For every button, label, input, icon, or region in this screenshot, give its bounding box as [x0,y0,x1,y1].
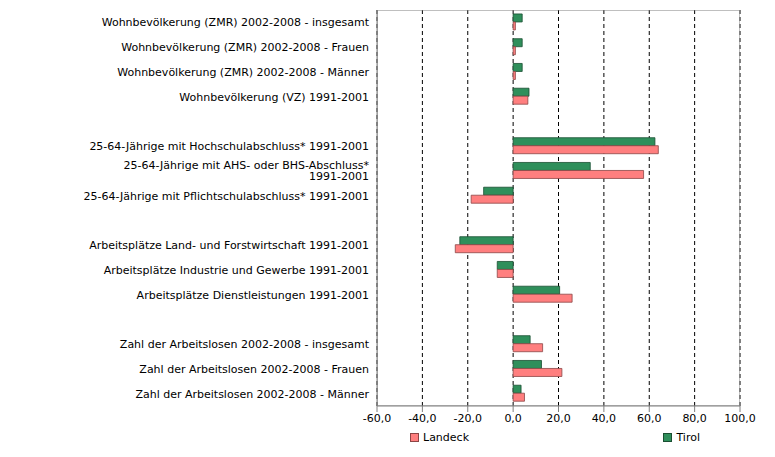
svg-text:Zahl der Arbeitslosen 2002-200: Zahl der Arbeitslosen 2002-2008 - Männer [135,388,369,401]
svg-text:20,0: 20,0 [546,412,571,425]
svg-text:Zahl der Arbeitslosen 2002-200: Zahl der Arbeitslosen 2002-2008 - Frauen [139,363,369,376]
svg-text:Arbeitsplätze Industrie und Ge: Arbeitsplätze Industrie und Gewerbe 1991… [104,264,369,277]
svg-text:Wohnbevölkerung (ZMR) 2002-200: Wohnbevölkerung (ZMR) 2002-2008 - insges… [102,16,370,29]
svg-text:100,0: 100,0 [724,412,756,425]
svg-text:25-64-Jährige mit Hochschulabs: 25-64-Jährige mit Hochschulabschluss* 19… [89,140,369,153]
html-text:Tirol: Tirol [676,431,700,444]
svg-text:40,0: 40,0 [592,412,617,425]
svg-text:Wohnbevölkerung (VZ) 1991-2001: Wohnbevölkerung (VZ) 1991-2001 [179,91,369,104]
svg-text:Arbeitsplätze Land- und Forstw: Arbeitsplätze Land- und Forstwirtschaft … [89,239,369,252]
svg-text:0,0: 0,0 [504,412,522,425]
svg-text:Wohnbevölkerung (ZMR) 2002-200: Wohnbevölkerung (ZMR) 2002-2008 - Frauen [121,41,369,54]
svg-text:-20,0: -20,0 [454,412,482,425]
svg-text:80,0: 80,0 [682,412,707,425]
svg-text:Arbeitsplätze Dienstleistungen: Arbeitsplätze Dienstleistungen 1991-2001 [137,289,369,302]
svg-text:-40,0: -40,0 [408,412,436,425]
svg-text:60,0: 60,0 [637,412,662,425]
svg-text:25-64-Jährige mit Pflichtschul: 25-64-Jährige mit Pflichtschulabschluss*… [83,190,369,203]
svg-text:Wohnbevölkerung (ZMR) 2002-200: Wohnbevölkerung (ZMR) 2002-2008 - Männer [117,66,369,79]
svg-text:Zahl der Arbeitslosen 2002-200: Zahl der Arbeitslosen 2002-2008 - insges… [120,338,370,351]
html-text:Landeck: Landeck [423,431,469,444]
svg-text:25-64-Jährige mit AHS- oder BH: 25-64-Jährige mit AHS- oder BHS-Abschlus… [124,159,370,183]
svg-text:-60,0: -60,0 [363,412,391,425]
